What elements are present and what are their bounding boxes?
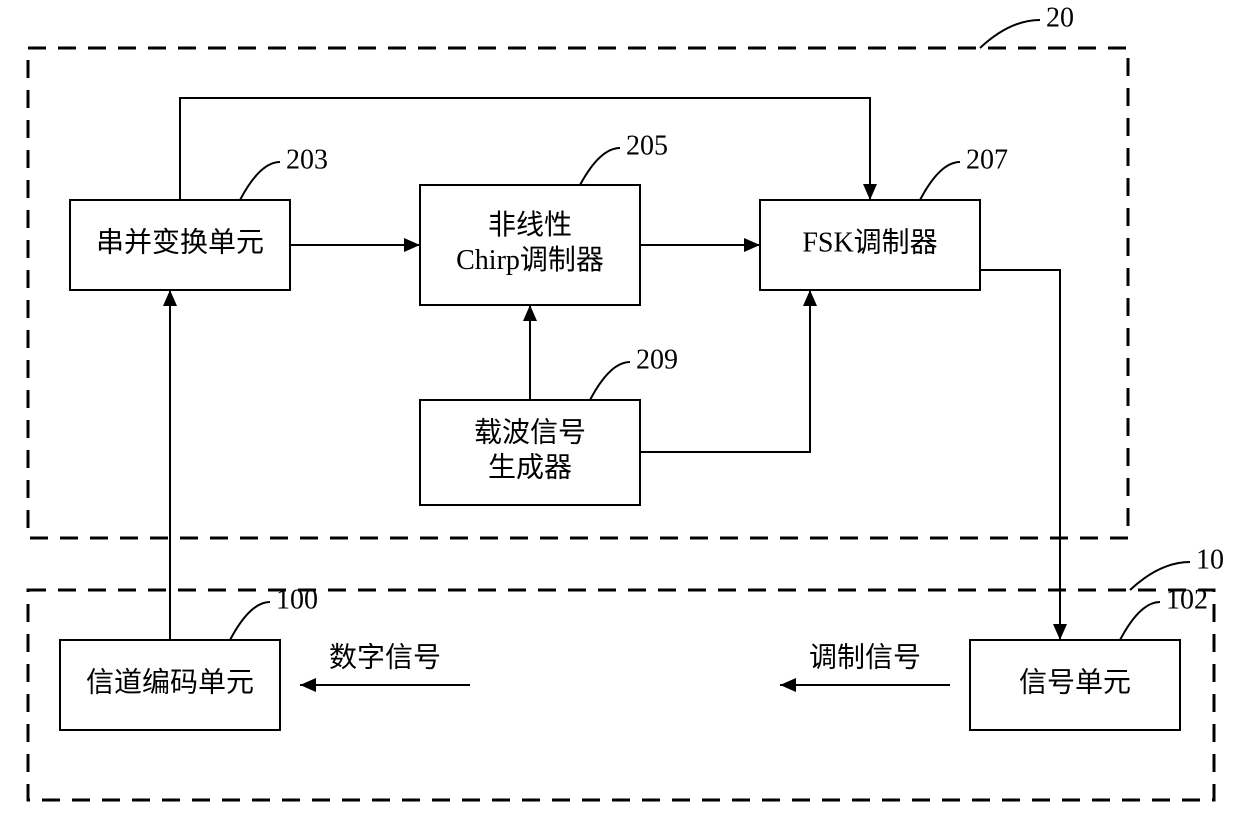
box-label: Chirp调制器 xyxy=(456,244,604,276)
box-label: 信号单元 xyxy=(1019,666,1131,698)
box-label: 非线性 xyxy=(488,209,572,241)
digital-arrow-label: 数字信号 xyxy=(329,641,441,673)
box-sigunit: 信号单元 xyxy=(970,640,1180,730)
ref-label: 100 xyxy=(276,584,318,615)
fsk-to-sigunit xyxy=(980,270,1060,640)
box-carrier: 载波信号生成器 xyxy=(420,400,640,505)
ref-label: 205 xyxy=(626,130,668,161)
ref-label: 209 xyxy=(636,344,678,375)
box-label: 生成器 xyxy=(488,451,572,483)
box-label: 串并变换单元 xyxy=(96,226,264,258)
box-label: FSK调制器 xyxy=(802,226,937,258)
ref-label: 20 xyxy=(1046,2,1074,33)
ref-label: 207 xyxy=(966,144,1008,175)
box-sp: 串并变换单元 xyxy=(70,200,290,290)
box-chirp: 非线性Chirp调制器 xyxy=(420,185,640,305)
ref-label: 203 xyxy=(286,144,328,175)
ref-label: 10 xyxy=(1196,544,1224,575)
ref-label: 102 xyxy=(1166,584,1208,615)
mod-arrow-label: 调制信号 xyxy=(809,641,921,673)
box-label: 信道编码单元 xyxy=(86,666,254,698)
box-chcode: 信道编码单元 xyxy=(60,640,280,730)
box-fsk: FSK调制器 xyxy=(760,200,980,290)
box-label: 载波信号 xyxy=(474,416,586,448)
block-diagram: 20 10 串并变换单元 203 非线性Chirp调制器 205 FSK调制器 207 载波信号… xyxy=(0,0,1240,826)
